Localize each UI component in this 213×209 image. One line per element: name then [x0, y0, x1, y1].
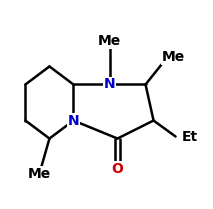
Text: O: O — [112, 162, 124, 176]
Text: N: N — [104, 78, 115, 92]
Text: Me: Me — [28, 167, 51, 181]
Text: Et: Et — [181, 130, 198, 144]
Text: N: N — [68, 113, 79, 127]
Text: Me: Me — [161, 50, 185, 64]
Text: Me: Me — [98, 34, 121, 48]
